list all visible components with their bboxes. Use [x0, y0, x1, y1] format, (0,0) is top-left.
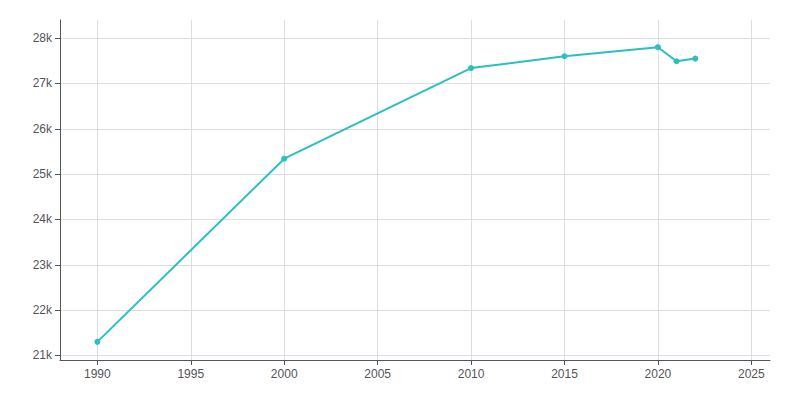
svg-text:2005: 2005 — [364, 367, 391, 381]
svg-text:27k: 27k — [33, 76, 53, 90]
svg-text:25k: 25k — [33, 167, 53, 181]
svg-text:1995: 1995 — [177, 367, 204, 381]
svg-text:2010: 2010 — [458, 367, 485, 381]
svg-text:2000: 2000 — [271, 367, 298, 381]
svg-text:1990: 1990 — [84, 367, 111, 381]
svg-text:24k: 24k — [33, 212, 53, 226]
svg-text:2020: 2020 — [645, 367, 672, 381]
svg-text:22k: 22k — [33, 303, 53, 317]
svg-text:28k: 28k — [33, 31, 53, 45]
svg-text:21k: 21k — [33, 348, 53, 362]
svg-text:2025: 2025 — [738, 367, 765, 381]
svg-text:23k: 23k — [33, 258, 53, 272]
svg-text:2015: 2015 — [551, 367, 578, 381]
svg-text:26k: 26k — [33, 122, 53, 136]
